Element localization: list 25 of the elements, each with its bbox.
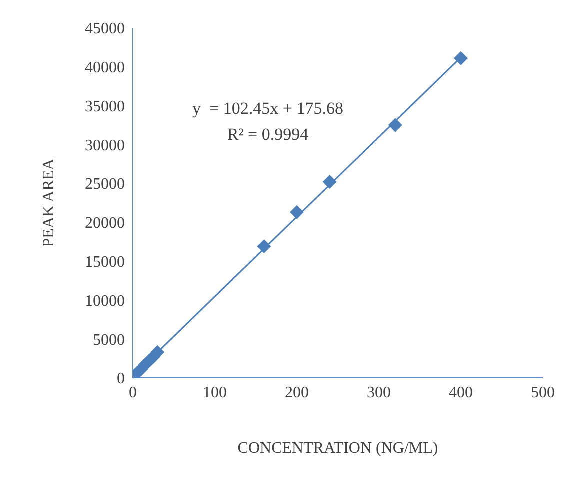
y-tick-label: 20000	[85, 215, 125, 232]
y-tick-label: 0	[117, 370, 125, 388]
y-tick-label: 15000	[85, 254, 125, 272]
x-tick-label: 200	[285, 384, 309, 402]
y-tick-label: 35000	[85, 98, 125, 116]
point	[290, 205, 304, 220]
x-tick-label: 300	[367, 384, 391, 402]
x-tick-label: 100	[203, 384, 227, 402]
y-tick-label: 40000	[85, 60, 125, 77]
y-tick-label: 45000	[85, 20, 125, 38]
y-tick-label: 10000	[85, 292, 125, 310]
x-tick-label: 500	[531, 384, 555, 402]
x-axis-title: CONCENTRATION (NG/ML)	[238, 440, 438, 457]
y-tick-label: 30000	[85, 137, 125, 154]
point	[257, 240, 272, 254]
annotation: R² = 0.9994	[227, 125, 309, 144]
y-axis-title: PEAK AREA	[40, 158, 58, 248]
x-tick-label: 0	[129, 384, 137, 402]
point	[454, 51, 468, 66]
point	[388, 118, 402, 132]
y-tick-label: 5000	[93, 332, 125, 349]
annotation: y = 102.45x + 175.68	[192, 99, 344, 118]
y-tick-label: 25000	[85, 176, 125, 194]
point	[322, 175, 337, 189]
x-tick-label: 400	[449, 384, 473, 402]
